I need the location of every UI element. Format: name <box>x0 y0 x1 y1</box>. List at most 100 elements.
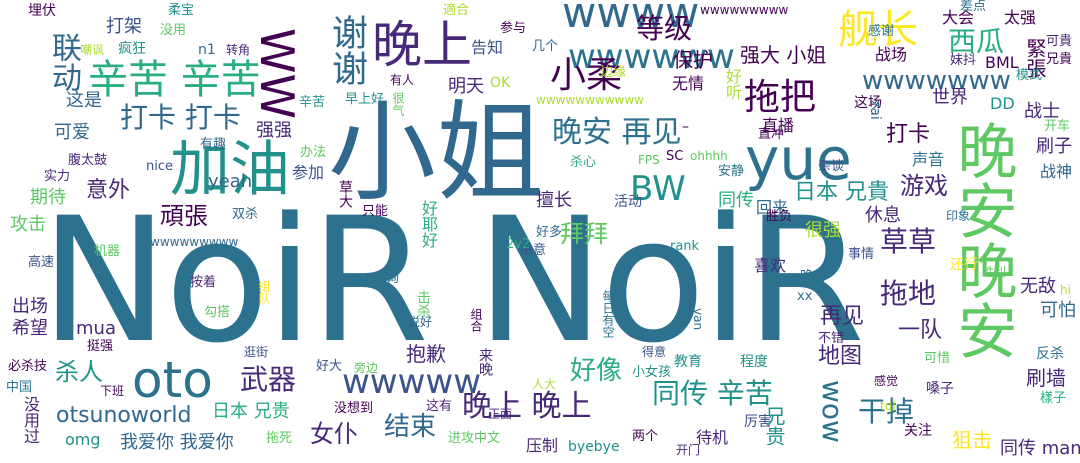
word: wwwwwwwww <box>150 235 239 249</box>
word: 这场 <box>854 95 882 111</box>
word: 结束 <box>384 412 437 442</box>
word: wow <box>816 380 849 443</box>
word: 日本 兄貴 <box>794 180 889 205</box>
word: 辛苦 <box>299 95 326 110</box>
word: 两个 <box>632 429 659 444</box>
word: 进攻中文 <box>448 431 501 446</box>
word: 疯狂 <box>118 41 146 57</box>
word: 安静 <box>718 164 745 179</box>
word: 只能 <box>362 204 389 219</box>
word: 兄贵 <box>762 406 786 446</box>
word: 可惜 <box>924 351 951 366</box>
word: 晚安晚安 <box>947 120 1017 360</box>
word: wwwwwwwww <box>700 3 789 17</box>
word: 告知 <box>471 38 504 57</box>
word: 逛街 <box>244 345 269 359</box>
word: byebye <box>568 439 620 455</box>
word: wwwwww <box>568 37 735 77</box>
word: 埋伏 <box>28 3 56 19</box>
word: 关注 <box>904 423 932 439</box>
word: 杀意 <box>520 243 547 258</box>
word: 反杀 <box>1036 346 1064 362</box>
word: 早上好 <box>345 92 385 107</box>
word: 晚好 <box>800 269 828 285</box>
word: 草草 <box>880 225 937 258</box>
word: 很强 <box>805 220 841 241</box>
word: 打卡 打卡 <box>120 101 241 134</box>
word: 女仆 <box>310 420 358 448</box>
word: mua <box>76 318 116 339</box>
word: yeah <box>208 171 253 192</box>
word: BML <box>985 53 1019 72</box>
word: 高速 <box>28 255 55 270</box>
word: 柔宝 <box>168 3 195 18</box>
word: omg <box>65 430 101 449</box>
word: yue <box>745 125 852 193</box>
word: 查询 <box>373 271 400 286</box>
word: 回来 <box>756 198 789 217</box>
word: ohhhh <box>690 149 728 163</box>
word: 太强 <box>1004 8 1037 27</box>
word: 同传 man <box>1000 438 1080 459</box>
word: 舰长 <box>838 7 918 53</box>
word: 得意 <box>642 345 667 359</box>
word: 擅长 <box>536 190 572 211</box>
word: 不错 <box>818 331 845 346</box>
word: 杀心 <box>570 155 597 170</box>
word: 正面 <box>488 407 513 421</box>
word: 頑張 <box>160 202 208 230</box>
word: 几个 <box>532 39 559 54</box>
word: DD <box>990 94 1015 113</box>
word: 有趣 <box>200 137 227 152</box>
word: tql <box>880 399 896 413</box>
word: zai <box>867 100 883 120</box>
word: xx <box>797 289 813 304</box>
word: 这有 <box>426 399 453 414</box>
word: 直冲 <box>758 127 785 142</box>
word: 好大 <box>316 359 343 374</box>
word: 犯规 <box>681 284 695 308</box>
word: 好耶好 <box>419 200 438 248</box>
word: 事情 <box>848 247 875 262</box>
word: 联动 <box>46 32 81 92</box>
word: van <box>691 308 705 331</box>
word: 很气 <box>391 92 405 116</box>
word: 樣子 <box>1040 391 1067 406</box>
word: nice <box>146 159 173 174</box>
word: 战士 <box>1024 101 1060 122</box>
word: 胜利 <box>982 265 1007 279</box>
word: OK <box>490 75 511 91</box>
word: – <box>682 119 689 135</box>
word: 按着 <box>190 275 217 290</box>
word: wwwwwww <box>862 66 1011 96</box>
word: 挺强 <box>87 339 114 354</box>
word: 保护 <box>673 48 713 72</box>
word: 办法 <box>300 145 327 160</box>
word: 等级 <box>636 12 693 45</box>
word: 再见 <box>820 304 865 329</box>
word: 厉害 <box>744 414 772 430</box>
word: 胜负 <box>766 209 793 224</box>
word: 武器 <box>240 363 297 396</box>
word: oto <box>132 351 213 409</box>
word: 强大 小姐 <box>740 43 827 67</box>
word: 可怕 <box>1040 300 1076 321</box>
word: 旁边 <box>354 361 379 375</box>
word: 无敌 <box>1020 276 1056 297</box>
word: 世界 <box>932 87 968 108</box>
word: 希望 <box>12 318 48 339</box>
word: 还行 <box>950 257 978 273</box>
word: rank <box>670 239 700 254</box>
word: 同传 辛苦 <box>652 377 773 410</box>
word: 好听 <box>723 68 742 100</box>
word: 有人 <box>390 73 415 87</box>
word: 直播 <box>762 116 795 135</box>
word: 意外 <box>86 178 131 203</box>
word: 地图 <box>818 344 863 369</box>
word: 组队 <box>257 280 271 304</box>
word: hi <box>1060 283 1071 297</box>
word: NoiR NoiR <box>40 180 865 381</box>
word: 中国 <box>6 380 33 395</box>
word: 没用过 <box>21 396 40 444</box>
